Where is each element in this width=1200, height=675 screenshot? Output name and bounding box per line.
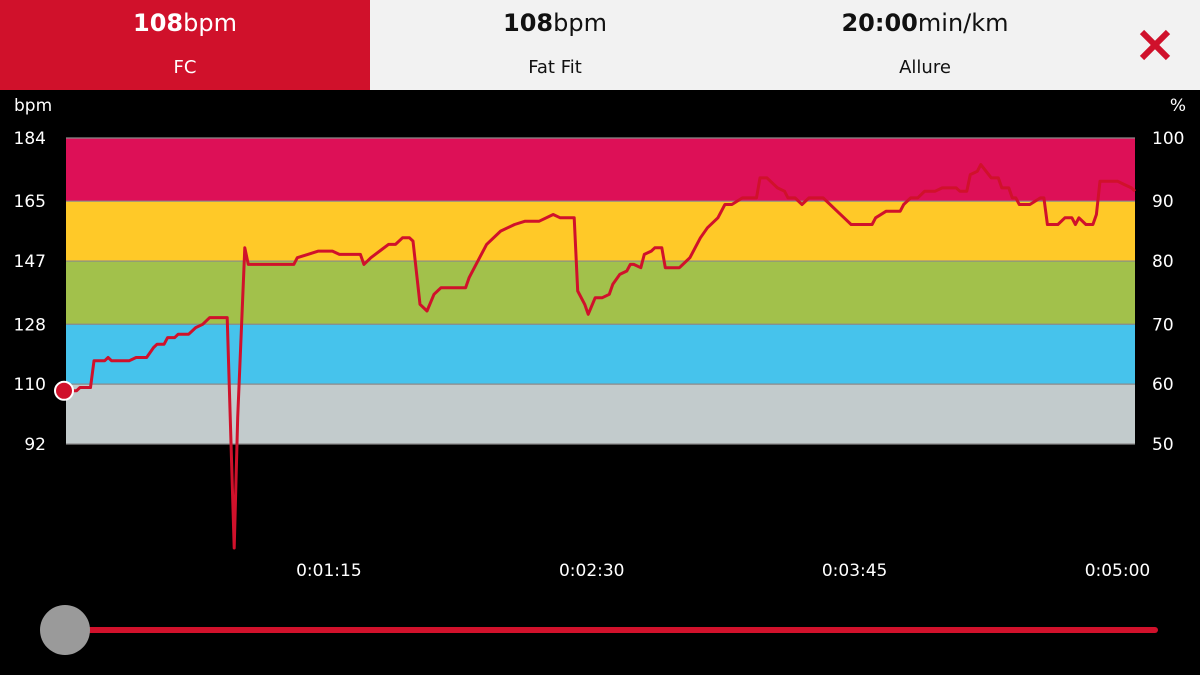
zone-band-4 [66, 384, 1135, 444]
y-axis-right-label: % [1170, 96, 1186, 116]
allure-label: Allure [899, 57, 951, 78]
heart-rate-series-line [66, 163, 1137, 550]
y-right-tick-label: 70 [1152, 315, 1174, 335]
gridlines [66, 137, 1135, 445]
zone-band-0 [66, 138, 1135, 202]
timeline-slider-track[interactable] [66, 627, 1158, 633]
y-left-tick-label: 92 [24, 435, 46, 455]
close-button[interactable] [1125, 15, 1185, 75]
y-left-tick-label: 184 [14, 129, 46, 149]
tab-allure[interactable]: 20:00min/km Allure [740, 0, 1110, 90]
zone-band-1 [66, 201, 1135, 262]
y-left-tick-label: 110 [14, 375, 46, 395]
zone-band-2 [66, 261, 1135, 325]
fc-label: FC [173, 57, 197, 78]
y-left-tick-label: 128 [14, 315, 46, 335]
zone-band-3 [66, 324, 1135, 385]
y-right-tick-label: 100 [1152, 129, 1184, 149]
y-right-tick-label: 50 [1152, 435, 1174, 455]
y-axis-right: 100 90 80 70 60 50 [1152, 129, 1184, 455]
tab-fat-fit[interactable]: 108bpm Fat Fit [370, 0, 740, 90]
x-tick-label: 0:02:30 [559, 561, 625, 581]
zone-bands [66, 138, 1135, 444]
y-left-tick-label: 147 [14, 252, 46, 272]
fat-fit-label: Fat Fit [528, 57, 582, 78]
allure-value: 20:00min/km [841, 9, 1009, 37]
x-tick-label: 0:01:15 [296, 561, 362, 581]
y-axis-left-label: bpm [14, 96, 52, 116]
y-axis-left: 184 165 147 128 110 92 [14, 129, 46, 455]
timeline-slider-thumb[interactable] [40, 605, 90, 655]
y-right-tick-label: 60 [1152, 375, 1174, 395]
fat-fit-value: 108bpm [503, 9, 607, 37]
metrics-bar: 108bpm FC 108bpm Fat Fit 20:00min/km All… [0, 0, 1200, 90]
y-left-tick-label: 165 [14, 192, 46, 212]
x-axis: 0:01:15 0:02:30 0:03:45 0:05:00 [296, 561, 1150, 581]
tab-fc[interactable]: 108bpm FC [0, 0, 370, 90]
x-tick-label: 0:03:45 [822, 561, 888, 581]
fc-value: 108bpm [133, 9, 237, 37]
close-icon [1139, 29, 1171, 61]
series-start-marker [54, 380, 74, 401]
y-right-tick-label: 80 [1152, 252, 1174, 272]
y-right-tick-label: 90 [1152, 192, 1174, 212]
x-tick-label: 0:05:00 [1085, 561, 1151, 581]
